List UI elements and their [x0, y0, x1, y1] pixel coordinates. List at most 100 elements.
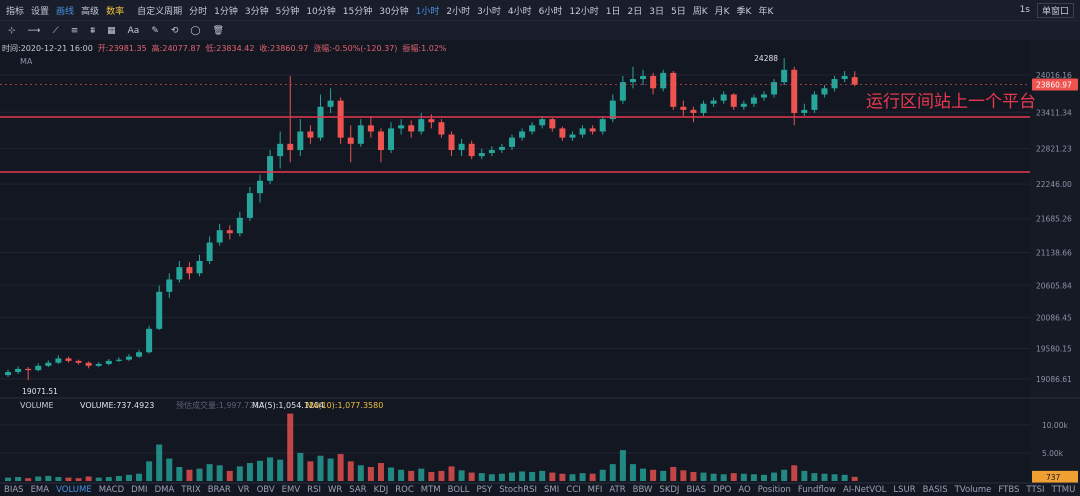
- toolbar: 指标 设置 画线 高级 数率 自定义周期 分时 1分钟 3分钟 5分钟 10分钟 15分钟 30分钟 1小…: [0, 0, 1080, 20]
- volume-bar: [25, 478, 32, 481]
- period-button[interactable]: 季K: [736, 6, 752, 17]
- indicator-tab[interactable]: SMI: [544, 485, 560, 495]
- indicator-tab[interactable]: MTM: [420, 485, 441, 495]
- tool-icon[interactable]: ◯: [190, 25, 201, 36]
- indicator-tab[interactable]: DMI: [131, 485, 148, 495]
- toolbar-button[interactable]: 数率: [106, 6, 125, 17]
- period-button[interactable]: 6小时: [538, 6, 563, 17]
- tool-icon[interactable]: ▦: [107, 25, 116, 36]
- indicator-tab[interactable]: WR: [327, 485, 343, 495]
- indicator-tab[interactable]: ROC: [395, 485, 414, 495]
- indicator-tab[interactable]: EMV: [281, 485, 301, 495]
- indicator-tab[interactable]: FTBS: [998, 485, 1020, 495]
- info-field: 低:23834.42: [205, 43, 255, 53]
- high-label: 24288: [754, 54, 778, 63]
- indicator-tab[interactable]: StochRSI: [499, 485, 538, 495]
- indicator-tab[interactable]: DPO: [713, 485, 732, 495]
- refresh[interactable]: 1s: [1019, 5, 1030, 15]
- indicator-tab[interactable]: TVolume: [954, 485, 992, 495]
- tool-icon[interactable]: 🗑: [212, 25, 224, 36]
- volume-bar: [5, 477, 11, 481]
- period-button[interactable]: 月K: [714, 6, 730, 17]
- indicator-tab[interactable]: OBV: [256, 485, 275, 495]
- period-button[interactable]: 5日: [671, 6, 686, 17]
- drawing-toolbar: ⊹ ⟶ ⟋ ≡ ⩩ ▦ Aa ✎ ⟲ ◯ 🗑: [0, 20, 1080, 40]
- indicator-tab[interactable]: SAR: [349, 485, 367, 495]
- period-button[interactable]: 15分钟: [342, 6, 373, 17]
- tool-icon[interactable]: ✎: [151, 25, 159, 36]
- tool-icon[interactable]: ⩩: [90, 25, 96, 36]
- tool-icon[interactable]: ≡: [70, 25, 79, 36]
- indicator-tab[interactable]: BBW: [632, 485, 653, 495]
- tool-icon[interactable]: ⟶: [27, 25, 41, 36]
- toolbar-button[interactable]: 指标: [6, 6, 25, 17]
- period-button[interactable]: 1小时: [415, 6, 440, 17]
- indicator-tab[interactable]: KDJ: [373, 485, 389, 495]
- toolbar-button[interactable]: 设置: [31, 6, 50, 17]
- indicator-tab[interactable]: MACD: [98, 485, 125, 495]
- indicator-tab[interactable]: AI-NetVOL: [842, 485, 887, 495]
- candle-body: [367, 125, 374, 132]
- indicator-tab[interactable]: TTMU: [1051, 485, 1076, 495]
- indicator-tab[interactable]: BRAR: [207, 485, 231, 495]
- candle-body: [549, 119, 556, 129]
- period-button[interactable]: 分时: [189, 6, 208, 17]
- indicator-tab[interactable]: CCI: [566, 485, 581, 495]
- indicator-tab[interactable]: EMA: [30, 485, 50, 495]
- indicator-tab[interactable]: TRIX: [181, 485, 201, 495]
- volume-bar: [781, 469, 788, 481]
- indicator-tab[interactable]: Position: [757, 485, 791, 495]
- indicator-tab[interactable]: VOLUME: [56, 485, 92, 495]
- period-button[interactable]: 2日: [627, 6, 643, 17]
- volume-bar: [811, 473, 818, 481]
- indicator-tab[interactable]: BOLL: [447, 485, 470, 495]
- indicator-tab[interactable]: ATR: [609, 485, 626, 495]
- indicator-tab[interactable]: TTSI: [1026, 485, 1045, 495]
- volume-bar: [115, 475, 122, 481]
- font-tool[interactable]: Aa: [127, 25, 140, 36]
- indicator-tab[interactable]: MFI: [587, 485, 603, 495]
- volume-bar: [488, 474, 495, 481]
- tool-icon[interactable]: ⊹: [8, 25, 16, 36]
- period-button[interactable]: 年K: [758, 6, 774, 17]
- indicator-tab[interactable]: AO: [738, 485, 751, 495]
- tool-icon[interactable]: ⟋: [52, 25, 59, 36]
- period-button[interactable]: 1日: [605, 6, 621, 17]
- candle-body: [377, 131, 384, 150]
- period-button[interactable]: 1分钟: [214, 6, 238, 17]
- window-mode[interactable]: 单窗口: [1036, 2, 1074, 18]
- period-button[interactable]: 周K: [692, 6, 708, 17]
- indicator-tab[interactable]: BIAS: [686, 485, 707, 495]
- volume-bar: [619, 450, 626, 481]
- y-tick-label: 5.00k: [1042, 449, 1064, 458]
- indicator-tab[interactable]: Fundflow: [797, 485, 836, 495]
- period-button[interactable]: 4小时: [507, 6, 532, 17]
- volume-bar: [327, 458, 334, 481]
- indicator-tab[interactable]: VR: [237, 485, 250, 495]
- period-button[interactable]: 3分钟: [244, 6, 269, 17]
- period-button[interactable]: 3日: [649, 6, 664, 17]
- volume-bar: [841, 474, 848, 481]
- indicator-tab[interactable]: BASIS: [922, 485, 948, 495]
- period-button[interactable]: 10分钟: [306, 6, 336, 17]
- candle-body: [841, 75, 848, 80]
- indicator-tab[interactable]: SKDJ: [659, 485, 680, 495]
- indicator-tab[interactable]: BIAS: [4, 485, 24, 495]
- y-tick-label: 10.00k: [1042, 421, 1068, 430]
- period-button[interactable]: 12小时: [569, 6, 599, 17]
- indicator-tab[interactable]: RSI: [307, 485, 321, 495]
- indicator-tab[interactable]: PSY: [476, 485, 493, 495]
- period-button[interactable]: 3小时: [477, 6, 501, 17]
- candle-body: [85, 362, 92, 366]
- indicator-tab[interactable]: LSUR: [893, 485, 916, 495]
- toolbar-button[interactable]: 画线: [56, 6, 75, 17]
- period-button[interactable]: 2小时: [446, 6, 471, 17]
- indicator-tab[interactable]: DMA: [154, 485, 175, 495]
- tool-icon[interactable]: ⟲: [170, 25, 179, 36]
- volume-stat: MA(5):1,054.1204: [252, 401, 324, 410]
- period-menu[interactable]: 自定义周期: [137, 6, 183, 17]
- period-button[interactable]: 30分钟: [379, 6, 409, 17]
- period-button[interactable]: 5分钟: [275, 6, 300, 17]
- toolbar-button[interactable]: 高级: [81, 6, 100, 17]
